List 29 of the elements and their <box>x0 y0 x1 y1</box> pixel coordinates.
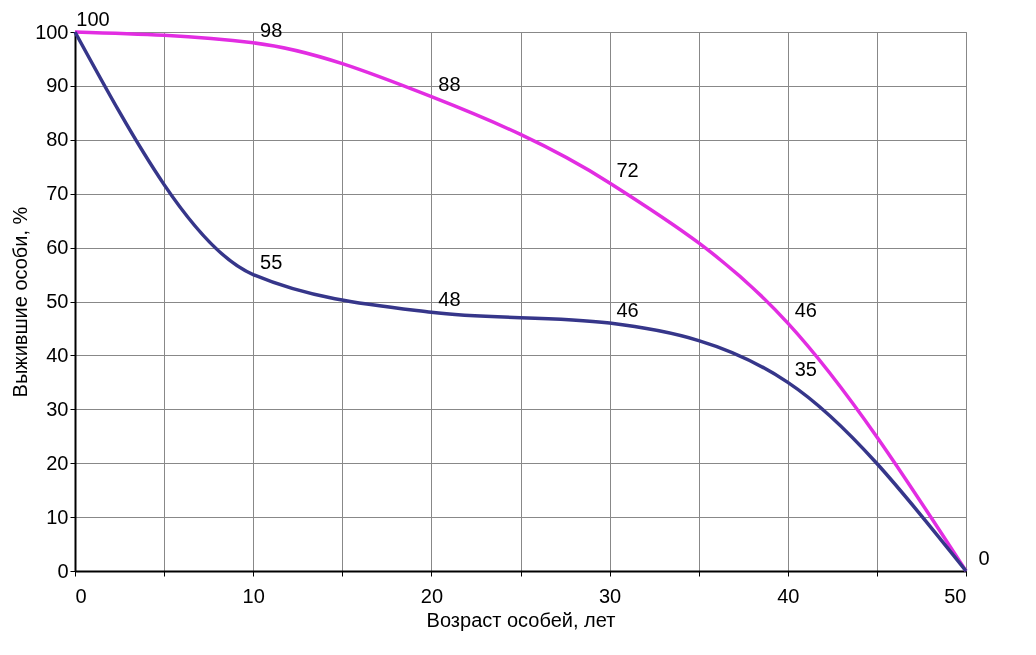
data-label: 46 <box>794 299 817 322</box>
data-label: 55 <box>260 250 283 273</box>
data-label: 100 <box>76 8 110 30</box>
y-tick-label: 20 <box>46 451 69 474</box>
x-tick-label: 30 <box>598 584 622 607</box>
y-tick-label: 30 <box>46 397 69 420</box>
data-label: 48 <box>438 288 461 311</box>
y-tick-label: 60 <box>46 236 69 259</box>
data-label: 72 <box>616 158 639 181</box>
y-axis-title: Выжившие особи, % <box>9 206 32 398</box>
x-tick-label: 50 <box>944 584 967 607</box>
y-tick-label: 50 <box>46 290 69 312</box>
y-tick-label: 100 <box>35 20 69 43</box>
y-tick-label: 0 <box>57 559 69 582</box>
y-tick-label: 80 <box>46 128 69 151</box>
x-tick-label: 10 <box>242 584 265 607</box>
y-tick-label: 10 <box>46 505 69 528</box>
y-tick-label: 90 <box>46 74 69 97</box>
x-axis-title: Возраст особей, лет <box>426 608 616 631</box>
x-tick-label: 40 <box>777 584 800 607</box>
data-label: 46 <box>616 299 639 322</box>
data-label: 35 <box>794 358 817 381</box>
y-tick-label: 40 <box>46 343 69 366</box>
data-label: 88 <box>438 72 461 95</box>
x-tick-label: 0 <box>75 584 87 607</box>
x-tick-label: 20 <box>420 584 444 607</box>
data-label: 98 <box>260 18 283 41</box>
data-label: 0 <box>978 547 990 569</box>
y-tick-label: 70 <box>46 182 69 205</box>
